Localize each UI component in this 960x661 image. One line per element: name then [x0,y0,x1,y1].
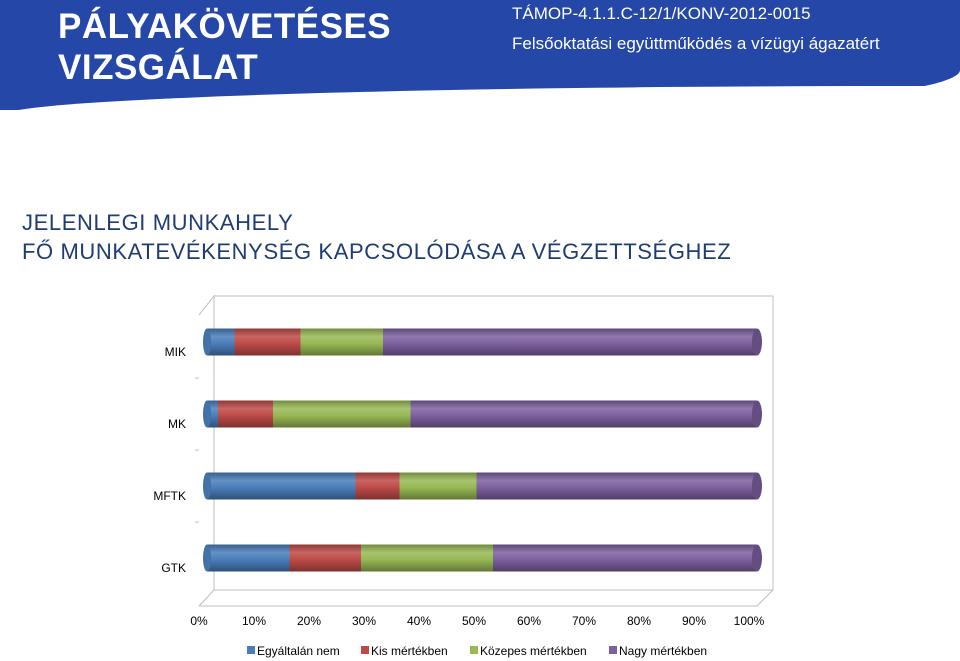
legend-label: Közepes mértékben [480,644,587,658]
x-tick-label: 60% [517,614,541,628]
x-tick-label: 0% [190,614,208,628]
bar-segment-MK-1 [218,400,273,428]
bar-cap-start [203,472,211,500]
back-wall-left [198,294,215,607]
project-description: Felsőoktatási együttműködés a vízügyi ág… [512,34,880,53]
bar-segment-MFTK-1 [355,472,400,500]
x-tick-label: 90% [682,614,706,628]
floor-edge [199,589,774,607]
bar-cap-end [752,544,762,572]
x-tick-label: 50% [462,614,486,628]
bar-segment-MFTK-0 [207,472,356,500]
bar-segment-GTK-0 [207,544,290,572]
legend-swatch [470,646,478,654]
section-heading: JELENLEGI MUNKAHELY FŐ MUNKATEVÉKENYSÉG … [22,208,731,266]
bar-segment-MFTK-2 [399,472,477,500]
category-label: MIK [165,345,186,359]
category-label: MK [168,417,186,431]
bar-cap-start [203,328,211,356]
x-tick-label: 20% [297,614,321,628]
section-heading-line-1: JELENLEGI MUNKAHELY [22,210,294,235]
legend-label: Kis mértékben [371,644,448,658]
bar-segment-MIK-2 [300,328,383,356]
bar-segment-MIK-1 [234,328,301,356]
legend-label: Egyáltalán nem [257,644,340,658]
main-title-line-1: PÁLYAKÖVETÉSES [58,7,392,46]
bar-cap-end [752,472,762,500]
x-tick-label: 10% [242,614,266,628]
bar-cap-start [203,544,211,572]
legend-label: Nagy mértékben [619,644,707,658]
x-tick-label: 70% [572,614,596,628]
legend-swatch [609,646,617,654]
bar-cap-start [203,400,211,428]
main-title-line-2: VIZSGÁLAT [58,48,259,87]
bar-segment-MIK-3 [383,328,757,356]
main-title: PÁLYAKÖVETÉSES VIZSGÁLAT [58,6,391,88]
x-tick-label: 100% [734,614,765,628]
bar-segment-GTK-3 [493,544,757,572]
project-code: TÁMOP-4.1.1.C-12/1/KONV-2012-0015 [512,4,811,23]
bar-segment-MIK-0 [207,328,235,356]
x-tick-label: 80% [627,614,651,628]
bar-segment-MK-0 [207,400,218,428]
section-heading-line-2: FŐ MUNKATEVÉKENYSÉG KAPCSOLÓDÁSA A VÉGZE… [22,239,732,264]
x-tick-label: 30% [352,614,376,628]
bar-segment-MK-3 [410,400,757,428]
category-label: MFTK [153,489,186,503]
category-label: GTK [161,561,186,575]
bar-segment-MFTK-3 [476,472,757,500]
legend-swatch [247,646,255,654]
back-wall [214,295,774,591]
bar-cap-end [752,328,762,356]
x-tick-label: 40% [407,614,431,628]
bar-segment-GTK-2 [361,544,493,572]
bar-cap-end [752,400,762,428]
bar-segment-MK-2 [273,400,411,428]
legend-swatch [361,646,369,654]
bar-segment-GTK-1 [289,544,361,572]
